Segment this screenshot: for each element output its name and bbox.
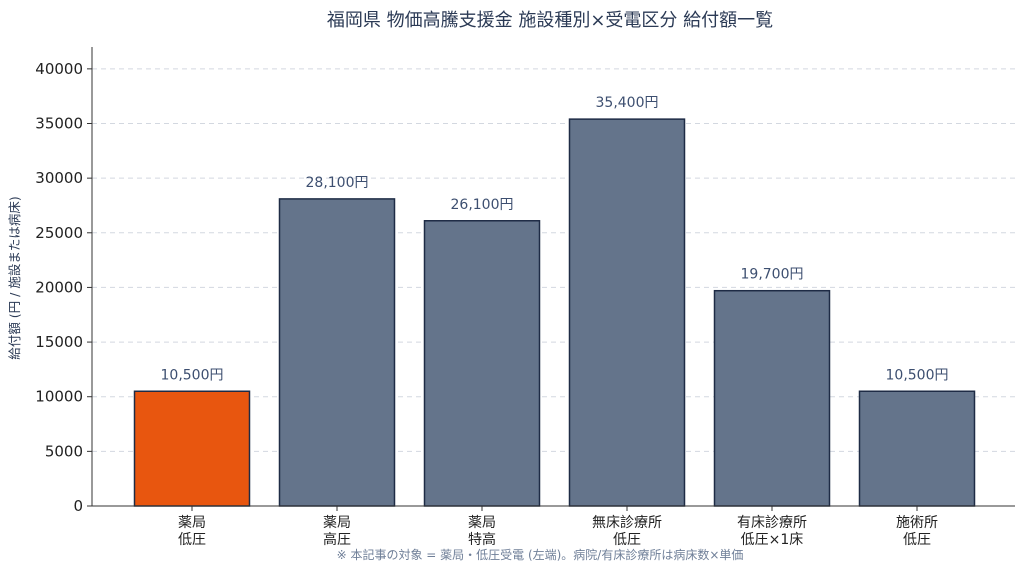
- x-tick-label: 低圧: [613, 532, 641, 548]
- x-tick-label: 有床診療所: [737, 514, 807, 531]
- data-label: 10,500円: [886, 367, 949, 383]
- y-axis-label: 給付額 (円 / 施設または病床): [7, 196, 22, 359]
- x-tick-label: 低圧: [178, 532, 206, 548]
- bar: [713, 289, 831, 507]
- x-tick-label: 高圧: [323, 531, 351, 548]
- data-label: 35,400円: [596, 95, 659, 111]
- bars: [133, 118, 976, 507]
- bar: [858, 390, 976, 507]
- y-tick-label: 30000: [35, 169, 83, 187]
- y-tick-label: 20000: [35, 278, 83, 296]
- x-tick-label: 薬局: [468, 515, 496, 531]
- bar: [568, 118, 686, 507]
- y-ticks: 0 5000 10000 15000 20000 25000 30000 35000 40000: [35, 60, 92, 515]
- x-tick-label: 低圧×1床: [741, 532, 804, 548]
- x-tick-label: 無床診療所: [592, 514, 662, 531]
- data-label: 26,100円: [451, 197, 514, 213]
- x-tick-label: 薬局: [178, 515, 206, 531]
- data-labels: 10,500円 28,100円 26,100円 35,400円 19,700円 10,50…: [161, 95, 949, 383]
- chart-title: 福岡県 物価高騰支援金 施設種別×受電区分 給付額一覧: [327, 10, 773, 31]
- y-tick-label: 15000: [35, 333, 83, 351]
- x-tick-label: 薬局: [323, 515, 351, 531]
- bar: [423, 220, 541, 507]
- x-tick-label: 特高: [468, 531, 496, 548]
- data-label: 28,100円: [306, 175, 369, 191]
- bar: [133, 390, 251, 507]
- y-tick-label: 5000: [45, 442, 83, 460]
- y-tick-label: 25000: [35, 224, 83, 242]
- x-tick-label: 低圧: [903, 532, 931, 548]
- bar: [278, 198, 396, 507]
- y-tick-label: 0: [73, 497, 83, 515]
- x-tick-label: 施術所: [896, 515, 938, 531]
- data-label: 10,500円: [161, 367, 224, 383]
- y-tick-label: 10000: [35, 388, 83, 406]
- y-tick-label: 35000: [35, 115, 83, 133]
- footnote: ※ 本記事の対象 = 薬局・低圧受電 (左端)。病院/有床診療所は病床数×単価: [337, 547, 744, 562]
- data-label: 19,700円: [741, 267, 804, 283]
- y-tick-label: 40000: [35, 60, 83, 78]
